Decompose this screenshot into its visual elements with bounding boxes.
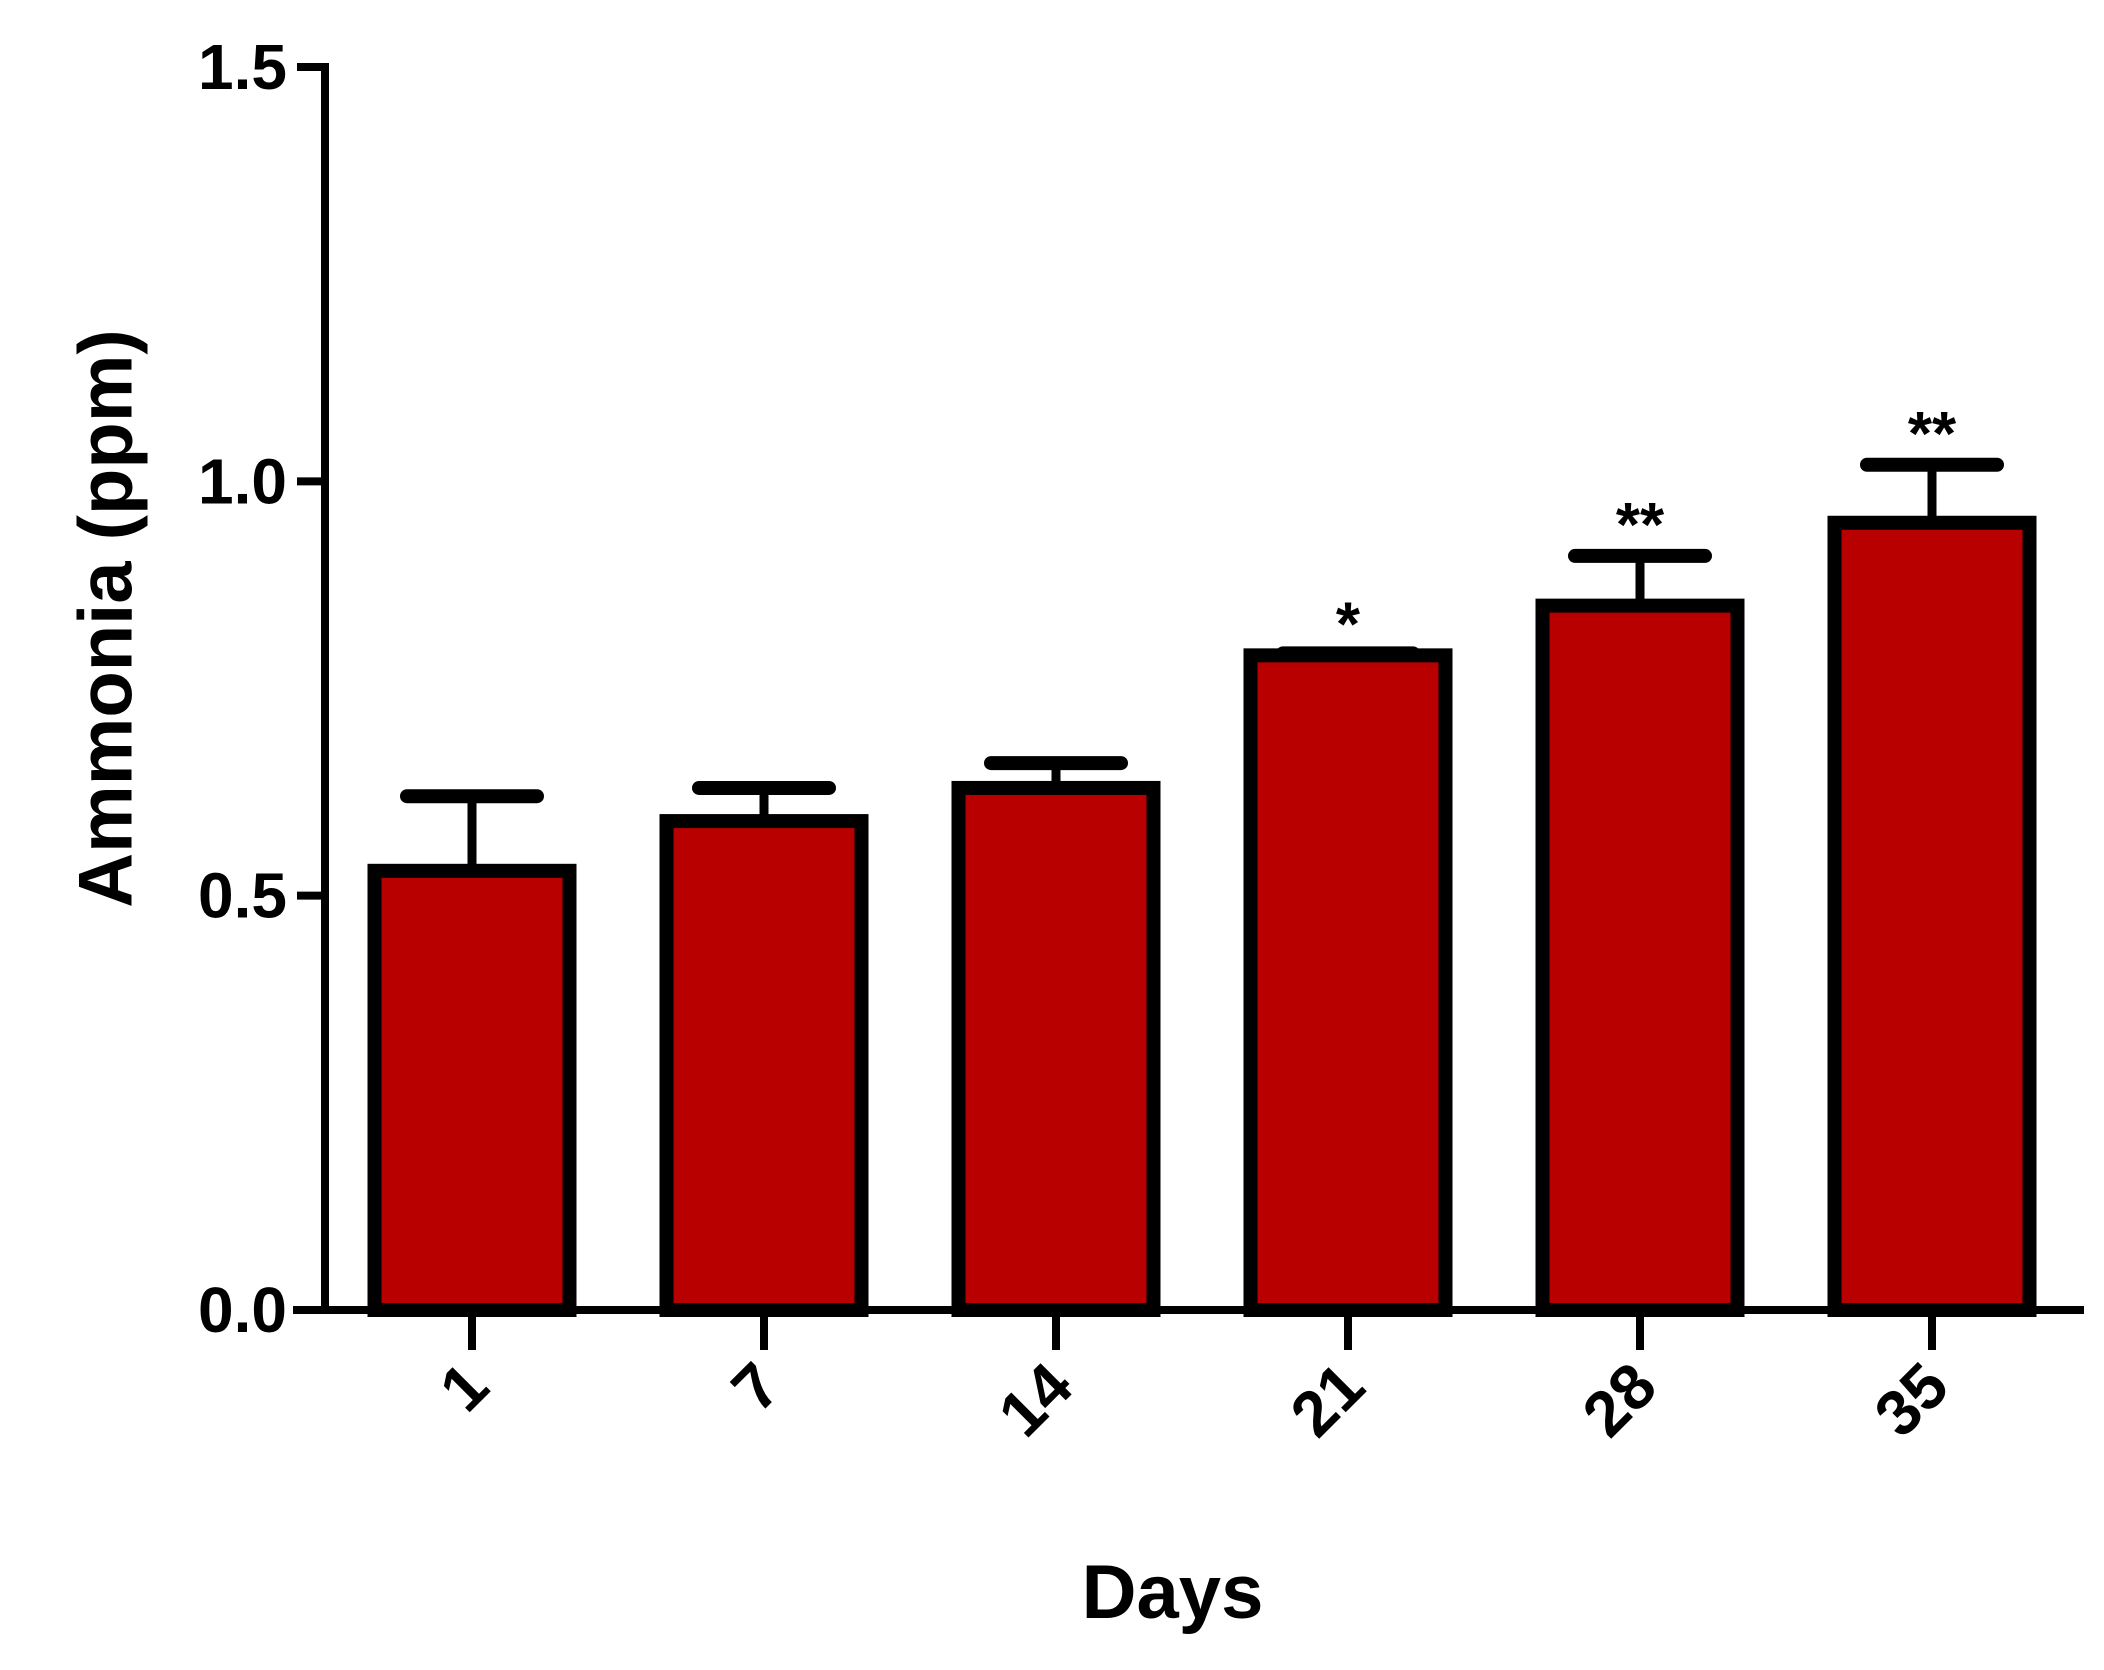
significance-marker: * <box>1336 590 1361 659</box>
bar-day-21 <box>1243 648 1453 1317</box>
x-tick-label: 21 <box>1277 1349 1378 1450</box>
axes-layer <box>293 63 2084 1314</box>
x-tick-label: 35 <box>1861 1349 1962 1450</box>
bar-day-7 <box>659 814 869 1317</box>
x-tick-label: 7 <box>718 1349 794 1425</box>
y-tick-label: 0.0 <box>198 1274 287 1346</box>
y-ticks: 0.0 0.5 1.0 1.5 <box>198 31 325 1346</box>
bar-day-28 <box>1535 598 1745 1317</box>
x-ticks: 1 7 14 21 28 35 <box>426 1310 1962 1450</box>
y-tick-label: 0.5 <box>198 860 287 932</box>
bar-day-35 <box>1827 515 2037 1317</box>
significance-marker: ** <box>1908 400 1957 469</box>
bars-layer: ***** <box>367 400 2037 1317</box>
y-axis-title: Ammonia (ppm) <box>64 329 149 907</box>
y-tick-label: 1.5 <box>198 31 287 103</box>
x-axis-title: Days <box>1082 1550 1264 1635</box>
x-tick-label: 28 <box>1569 1349 1670 1450</box>
x-tick-label: 1 <box>426 1349 502 1425</box>
y-tick-label: 1.0 <box>198 445 287 517</box>
bar-day-14 <box>951 780 1161 1317</box>
bar-day-1 <box>367 863 577 1317</box>
x-tick-label: 14 <box>985 1349 1087 1451</box>
significance-marker: ** <box>1616 491 1665 560</box>
